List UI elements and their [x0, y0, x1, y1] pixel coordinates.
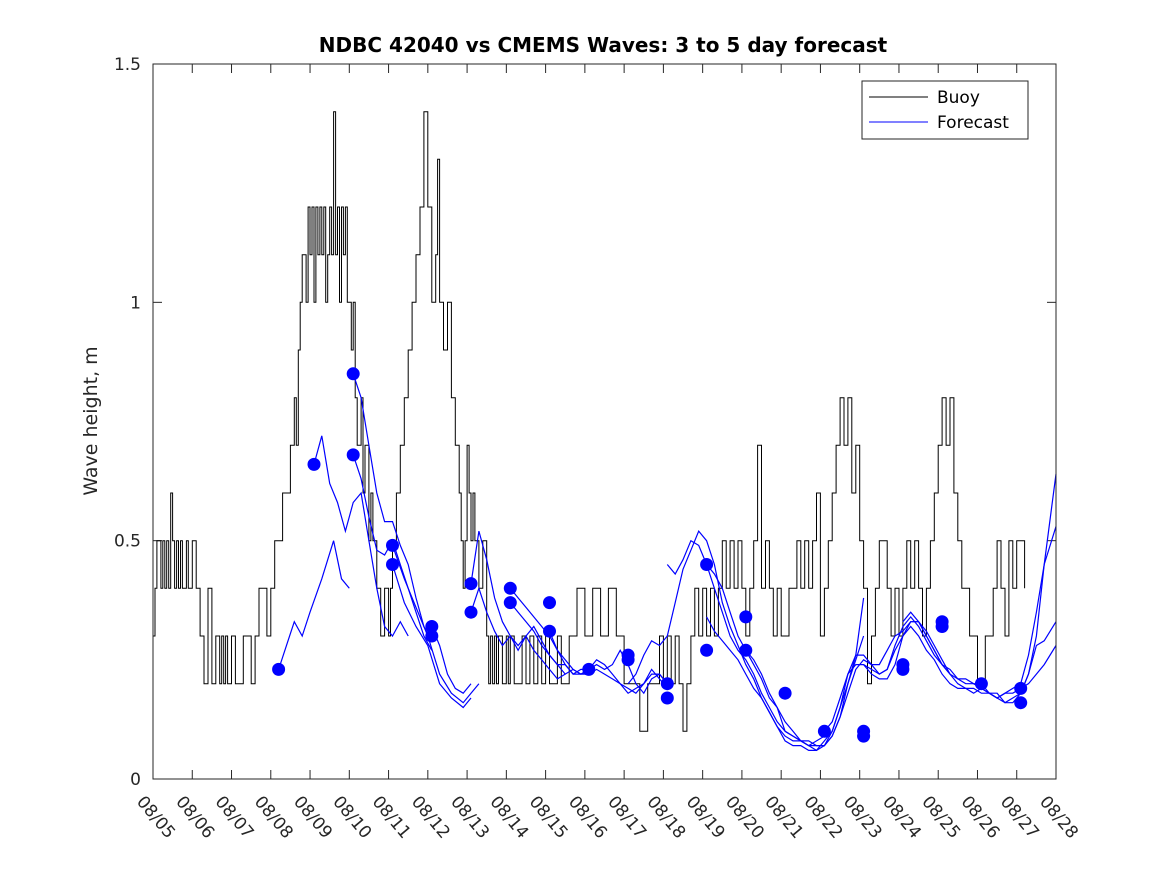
forecast-point — [778, 686, 792, 700]
forecast-line — [902, 611, 1057, 699]
forecast-point — [739, 643, 753, 657]
forecast-point — [700, 558, 714, 571]
forecast-line — [313, 435, 409, 638]
forecast-point — [974, 677, 988, 691]
forecast-points — [272, 367, 1028, 743]
forecast-point — [386, 538, 399, 552]
forecast-point — [543, 624, 556, 638]
forecast-point — [386, 558, 399, 571]
forecast-point — [582, 662, 596, 676]
forecast-point — [425, 629, 439, 643]
series-layer — [153, 111, 1057, 752]
forecast-point — [503, 581, 517, 595]
forecast-line — [470, 586, 566, 680]
legend-forecast-label: Forecast — [937, 113, 1009, 133]
forecast-point — [739, 610, 753, 624]
legend-buoy-label: Buoy — [937, 88, 980, 108]
forecast-point — [896, 662, 910, 676]
forecast-line — [391, 545, 480, 704]
forecast-point — [503, 596, 517, 610]
y-tick-label: 1.5 — [114, 55, 141, 75]
forecast-line — [548, 630, 668, 695]
plot-frame — [152, 63, 1057, 780]
y-tick-label: 0 — [130, 770, 141, 790]
forecast-point — [1014, 681, 1028, 695]
forecast-point — [660, 691, 674, 705]
forecast-line — [745, 649, 825, 747]
y-tick-label: 0.5 — [114, 532, 141, 552]
forecast-point — [1014, 696, 1028, 710]
y-axis-label: Wave height, m — [80, 346, 102, 495]
forecast-point — [464, 605, 478, 619]
forecast-point — [700, 643, 714, 657]
forecast-line — [278, 540, 350, 670]
forecast-line — [391, 564, 472, 709]
forecast-line — [431, 626, 472, 694]
plot-area — [153, 64, 1056, 779]
y-tick-label: 1 — [130, 293, 141, 313]
forecast-point — [660, 677, 674, 691]
forecast-point — [621, 653, 635, 667]
legend: Buoy Forecast — [861, 80, 1029, 140]
forecast-line — [823, 526, 1057, 732]
forecast-point — [425, 620, 439, 633]
chart-title: NDBC 42040 vs CMEMS Waves: 3 to 5 day fo… — [319, 33, 888, 57]
forecast-point — [543, 596, 556, 610]
buoy-line — [153, 111, 1026, 732]
forecast-point — [857, 729, 871, 743]
legend-box — [861, 80, 1029, 140]
forecast-point — [346, 448, 360, 462]
forecast-point — [935, 620, 949, 633]
forecast-point — [346, 367, 360, 381]
forecast-point — [464, 577, 478, 591]
forecast-line — [352, 373, 433, 642]
forecast-point — [272, 662, 286, 676]
forecast-point — [817, 724, 831, 738]
forecast-point — [307, 457, 321, 471]
